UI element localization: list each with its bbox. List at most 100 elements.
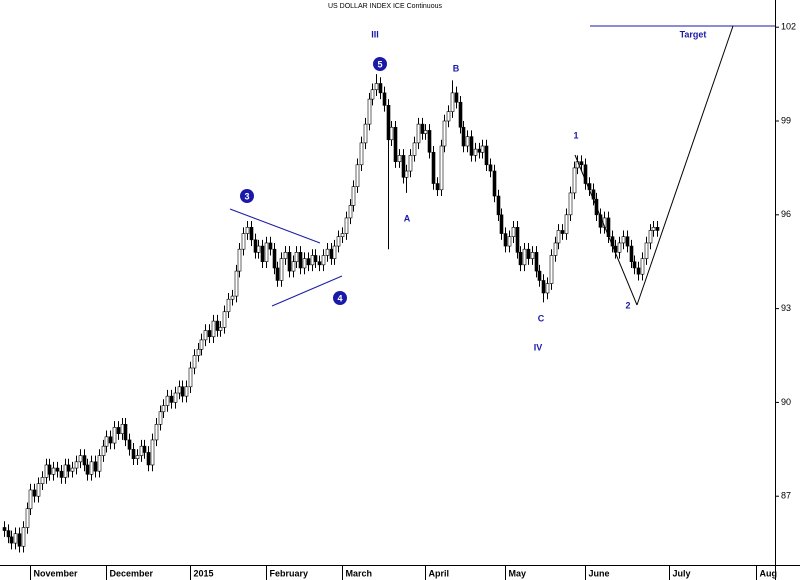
candle-body [188,367,193,388]
candle-body [480,145,485,153]
candle-body [458,101,463,128]
candle-body [218,327,223,331]
candle-body [317,261,322,266]
candle-body [59,470,64,478]
candle-body [484,145,489,166]
candle-body [237,248,242,272]
candle-body [165,395,170,406]
candle-body [553,242,558,256]
candle-body [549,255,554,284]
candle-body [537,270,542,281]
candle-body [640,258,645,275]
candle-body [226,298,231,313]
candle-body [564,214,569,234]
y-tick-label: 90 [781,397,791,407]
candle-body [85,464,90,475]
candle-body [526,248,531,259]
candle-body [393,126,398,162]
candle-body [215,320,220,331]
y-tick-label: 96 [781,209,791,219]
candle-body [66,464,71,472]
candle-body [279,258,284,281]
candle-body [515,227,520,253]
x-tick-label: May [509,568,527,578]
candle-body [82,455,87,466]
wave-label: B [453,63,460,73]
candle-body [161,405,166,413]
candle-body [374,83,379,91]
candle-body [336,236,341,247]
candle-body [583,164,588,184]
candle-body [545,283,550,294]
wave-line [229,208,321,244]
candle-body [644,242,649,259]
candle-body [401,155,406,178]
candle-body [378,83,383,94]
candle-body [108,436,113,444]
wave-circle [333,291,347,305]
candle-body [272,248,277,269]
candle-body [351,186,356,206]
candle-body [287,252,292,272]
candle-body [397,155,402,162]
wave-label: A [404,213,411,223]
candle-body [522,248,527,266]
candle-body [636,267,641,275]
candle-body [260,245,265,263]
candle-body [78,455,83,463]
candle-body [306,258,311,266]
candle-body [572,167,577,194]
y-tick-label: 87 [781,491,791,501]
x-tick-label: April [429,568,450,578]
candle-body [568,192,573,216]
candle-body [123,423,128,441]
candle-body [503,233,508,247]
candle-body [268,242,273,250]
candle-body [329,248,334,259]
candle-body [203,330,208,341]
candle-body [408,155,413,172]
candle-body [230,295,235,300]
candle-body [131,449,136,459]
candle-body [17,533,22,547]
x-tick-label: 2015 [194,568,214,578]
candle-body [245,227,250,234]
candle-body [348,205,353,219]
candle-body [632,261,637,269]
candle-body [534,252,539,272]
candle-body [488,164,493,172]
candle-body [93,461,98,472]
candle-body [146,452,151,466]
y-tick-label: 99 [781,115,791,125]
wave-line [574,154,638,306]
candle-body [541,280,546,294]
candle-body [363,123,368,144]
candle-body [36,483,41,497]
candle-body [461,126,466,147]
candle-body [249,227,254,241]
candle-body [507,236,512,247]
candle-body [89,461,94,475]
candle-body [40,477,45,485]
candle-body [283,252,288,259]
candle-body [2,527,7,531]
candle-body [298,252,303,269]
candle-body [511,227,516,237]
candle-body [211,320,216,338]
candle-body [651,227,656,231]
candle-body [177,386,182,394]
wave-label: 3 [244,191,249,201]
candle-body [313,255,318,263]
candle-body [454,92,459,103]
candle-body [344,217,349,234]
candle-body [367,98,372,125]
candle-body [404,170,409,178]
candle-body [518,252,523,266]
candle-body [499,214,504,234]
candle-body [416,123,421,144]
candle-body [199,339,204,350]
x-tick-label: June [589,568,610,578]
candle-body [291,261,296,272]
wave-circle [373,57,387,71]
